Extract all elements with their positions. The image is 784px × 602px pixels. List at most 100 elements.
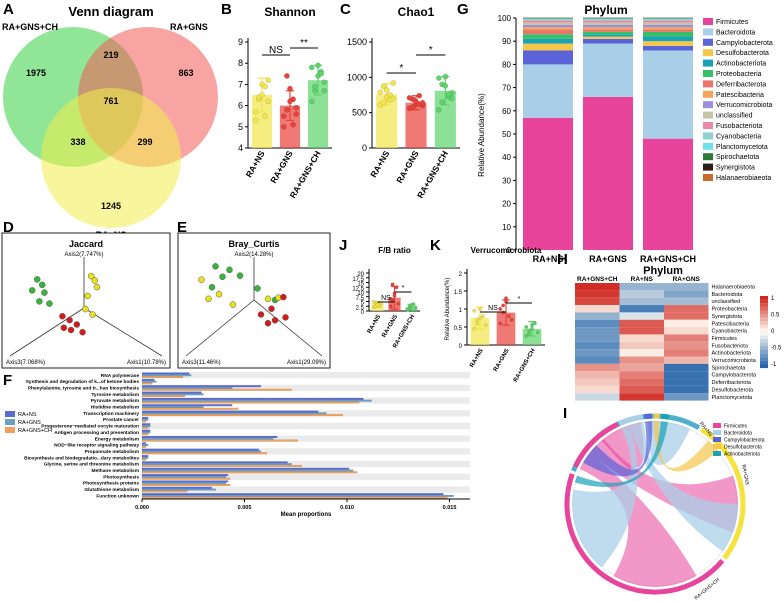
x-tick-label: RA+GNS+CH xyxy=(415,149,450,200)
chord-phylum-arc xyxy=(618,414,644,426)
pathway-label: Methane metabolism xyxy=(92,468,139,474)
kegg-bar xyxy=(141,385,262,388)
data-point xyxy=(396,301,401,306)
data-point xyxy=(524,334,529,338)
data-point xyxy=(312,83,318,90)
data-point xyxy=(392,293,397,298)
kegg-bar xyxy=(141,429,151,432)
data-point xyxy=(416,92,423,99)
x-tick-label: 0.000 xyxy=(135,505,149,511)
sample-point xyxy=(205,295,212,303)
y-tick-label: 10 xyxy=(357,291,364,297)
heatmap-cell xyxy=(575,363,620,372)
stack-segment xyxy=(523,43,573,51)
kegg-bar xyxy=(141,418,149,421)
y-tick-label: 1.5 xyxy=(454,290,463,296)
kegg-bar xyxy=(141,490,188,493)
data-point xyxy=(287,98,293,105)
sample-point xyxy=(38,281,46,289)
color-scale-step xyxy=(760,310,768,315)
data-point xyxy=(504,296,508,301)
venn-circle-2 xyxy=(41,88,181,228)
data-point xyxy=(293,104,300,111)
data-point xyxy=(472,326,477,331)
pathway-label: Transcription machinery xyxy=(83,411,139,417)
heatmap-row-label: Cyanobacteria xyxy=(712,329,748,335)
y-tick-label: 1000 xyxy=(347,72,367,82)
y-tick-label: 8 xyxy=(238,58,243,68)
heatmap-cell xyxy=(575,349,620,357)
legend-label: Actinobacteriota xyxy=(716,61,766,68)
legend-swatch xyxy=(703,90,713,98)
stack-segment xyxy=(523,117,573,250)
kegg-bar xyxy=(141,474,229,477)
row-band xyxy=(142,435,470,442)
data-point xyxy=(315,62,321,69)
venn-set-label: RA+GNS xyxy=(170,22,208,32)
x-tick-label: 0.015 xyxy=(443,505,457,511)
sample-point xyxy=(41,289,48,296)
data-point xyxy=(498,307,503,311)
pathway-label: Energy metabolism xyxy=(95,436,139,442)
kegg-bar xyxy=(141,426,149,429)
pcoa-axis xyxy=(83,307,163,357)
color-scale-step xyxy=(760,335,768,340)
kegg-bar xyxy=(141,439,298,442)
pathway-label: Antigen processing and presentation xyxy=(54,430,139,436)
pcoa-axis xyxy=(253,299,323,357)
heatmap-cell xyxy=(619,371,664,379)
legend-swatch xyxy=(703,111,713,119)
heatmap-row-label: Planctomycetota xyxy=(712,395,754,401)
stack-segment xyxy=(643,24,693,28)
heatmap-cell xyxy=(619,327,664,335)
axis-label: Axis2(7.747%) xyxy=(64,252,103,258)
sample-point xyxy=(282,314,289,321)
color-scale-step xyxy=(760,360,768,365)
panel-i-chord: RA+NSRA+GNSRA+GNS+CHFirmicutesBacteroido… xyxy=(564,413,765,601)
heatmap-row-label: Firmicutes xyxy=(712,336,738,342)
data-point xyxy=(506,314,511,319)
stack-segment xyxy=(583,31,633,35)
color-scale-step xyxy=(760,342,768,347)
kegg-bar xyxy=(141,386,233,389)
heatmap-cell xyxy=(575,305,620,313)
x-tick-label: RA+GNS+CH xyxy=(513,348,537,383)
sample-point xyxy=(73,321,81,328)
row-band xyxy=(142,473,470,480)
stack-segment xyxy=(583,24,633,28)
chart-title: Shannon xyxy=(264,5,315,19)
y-tick-label: 7.5 xyxy=(356,296,365,302)
kegg-bar xyxy=(141,455,149,458)
x-tick-label: RA+NS xyxy=(244,149,267,179)
stack-segment xyxy=(523,64,573,118)
y-tick-label: 90 xyxy=(502,37,511,46)
kegg-bar xyxy=(141,431,151,434)
chord-group-arc xyxy=(564,473,725,595)
x-tick-label: 0.010 xyxy=(340,505,354,511)
bar xyxy=(307,80,329,148)
color-scale-step xyxy=(760,364,768,369)
data-point xyxy=(409,104,416,110)
heatmap-cell xyxy=(664,349,709,357)
kegg-bar xyxy=(141,480,229,483)
color-scale-step xyxy=(760,317,768,322)
y-tick-label: 9 xyxy=(238,37,243,47)
kegg-bar xyxy=(141,458,147,461)
data-point xyxy=(439,99,445,105)
legend-label: Cyanobacteria xyxy=(716,133,761,140)
sample-point xyxy=(67,326,75,334)
y-tick-label: 20 xyxy=(502,200,511,209)
kegg-bar xyxy=(141,452,268,455)
y-tick-label: 0 xyxy=(361,310,365,316)
heatmap-cell xyxy=(664,393,709,401)
data-point xyxy=(308,98,315,105)
kegg-bar xyxy=(141,469,354,472)
kegg-bar xyxy=(141,486,212,489)
stack-segment xyxy=(643,29,693,32)
legend-swatch xyxy=(703,153,713,161)
color-scale-step xyxy=(760,339,768,343)
legend-label: Verrucomicrobiota xyxy=(716,102,773,109)
heatmap-cell xyxy=(619,290,664,298)
